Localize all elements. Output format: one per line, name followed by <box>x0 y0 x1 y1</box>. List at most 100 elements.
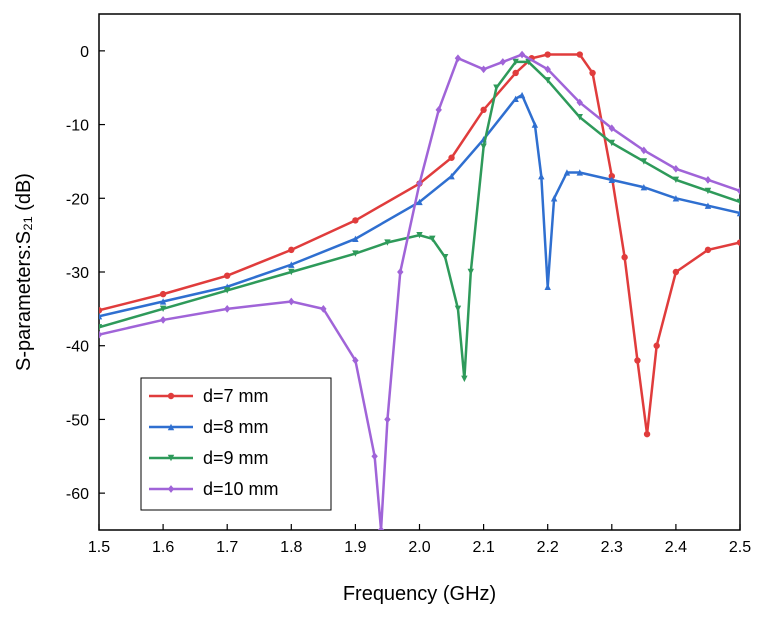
marker <box>454 305 462 313</box>
marker <box>672 195 680 202</box>
marker <box>608 176 615 184</box>
legend-marker <box>167 454 175 462</box>
marker <box>608 172 615 180</box>
marker <box>544 65 551 74</box>
marker <box>736 239 740 246</box>
x-tick-label: 2.1 <box>472 539 494 556</box>
marker <box>429 235 436 243</box>
marker <box>159 298 167 305</box>
y-tick-label: -20 <box>66 191 89 208</box>
marker <box>531 121 539 128</box>
x-tick-label: 1.7 <box>216 539 238 556</box>
marker <box>288 261 295 268</box>
marker <box>640 184 648 191</box>
marker <box>550 195 558 202</box>
marker <box>640 146 648 155</box>
marker <box>576 51 583 58</box>
marker <box>563 169 571 176</box>
marker <box>704 246 712 254</box>
marker <box>288 297 295 306</box>
x-tick-label: 1.9 <box>344 539 366 556</box>
marker <box>441 254 449 261</box>
marker <box>416 198 423 206</box>
marker <box>544 51 551 58</box>
x-tick-label: 1.6 <box>152 539 174 556</box>
x-tick-label: 2.4 <box>665 539 687 556</box>
marker <box>576 169 583 176</box>
legend-label: d=7 mm <box>203 386 269 406</box>
marker <box>352 217 359 224</box>
marker <box>288 268 295 276</box>
marker <box>224 305 231 313</box>
marker <box>467 268 474 276</box>
legend-label: d=10 mm <box>203 479 279 499</box>
marker <box>99 324 103 331</box>
x-tick-label: 1.8 <box>280 539 302 556</box>
marker <box>384 239 391 246</box>
x-axis-title: Frequency (GHz) <box>343 583 496 605</box>
marker <box>634 357 641 364</box>
marker <box>736 187 740 195</box>
marker <box>416 231 423 239</box>
marker <box>704 187 712 195</box>
series-line <box>99 53 740 435</box>
marker <box>736 209 740 217</box>
marker <box>377 526 385 530</box>
marker <box>159 316 167 324</box>
marker <box>461 375 468 383</box>
marker <box>99 330 103 339</box>
legend-marker <box>167 485 175 493</box>
marker <box>512 69 519 77</box>
marker <box>589 69 596 77</box>
marker <box>640 158 648 165</box>
y-tick-label: -50 <box>66 412 89 429</box>
y-axis-title: S-parameters:S₂₁ (dB) <box>13 173 35 371</box>
marker <box>672 176 680 184</box>
marker <box>159 305 167 313</box>
series-line <box>99 60 740 379</box>
marker <box>518 91 526 99</box>
series-line <box>99 93 740 318</box>
marker <box>480 106 487 114</box>
marker <box>448 172 455 180</box>
marker <box>224 287 231 294</box>
x-tick-label: 2.5 <box>729 539 751 556</box>
marker <box>493 84 500 91</box>
marker <box>512 95 519 102</box>
marker <box>544 283 551 290</box>
marker <box>704 202 712 209</box>
marker <box>99 307 103 314</box>
marker <box>320 305 327 313</box>
marker <box>384 415 391 424</box>
marker <box>352 235 359 243</box>
marker <box>224 272 231 279</box>
y-tick-label: 0 <box>80 44 89 61</box>
marker <box>288 246 295 254</box>
marker <box>480 143 487 150</box>
x-tick-label: 1.5 <box>88 539 110 556</box>
marker <box>736 198 740 206</box>
marker <box>352 356 359 365</box>
marker <box>576 98 583 107</box>
legend-label: d=8 mm <box>203 417 269 437</box>
plot-area <box>99 50 740 530</box>
y-tick-label: -40 <box>66 339 89 356</box>
legend-marker <box>167 392 175 400</box>
marker <box>672 268 680 276</box>
marker <box>653 342 660 349</box>
y-tick-label: -30 <box>66 265 89 282</box>
marker <box>454 54 462 63</box>
marker <box>608 124 615 133</box>
marker <box>704 176 712 184</box>
x-tick-label: 2.3 <box>601 539 623 556</box>
x-tick-label: 2.0 <box>408 539 430 556</box>
y-tick-label: -10 <box>66 118 89 135</box>
marker <box>608 139 615 147</box>
marker <box>518 50 526 59</box>
legend-marker <box>167 423 175 431</box>
marker <box>448 154 455 161</box>
x-tick-label: 2.2 <box>537 539 559 556</box>
marker <box>643 430 651 438</box>
marker <box>480 65 487 74</box>
